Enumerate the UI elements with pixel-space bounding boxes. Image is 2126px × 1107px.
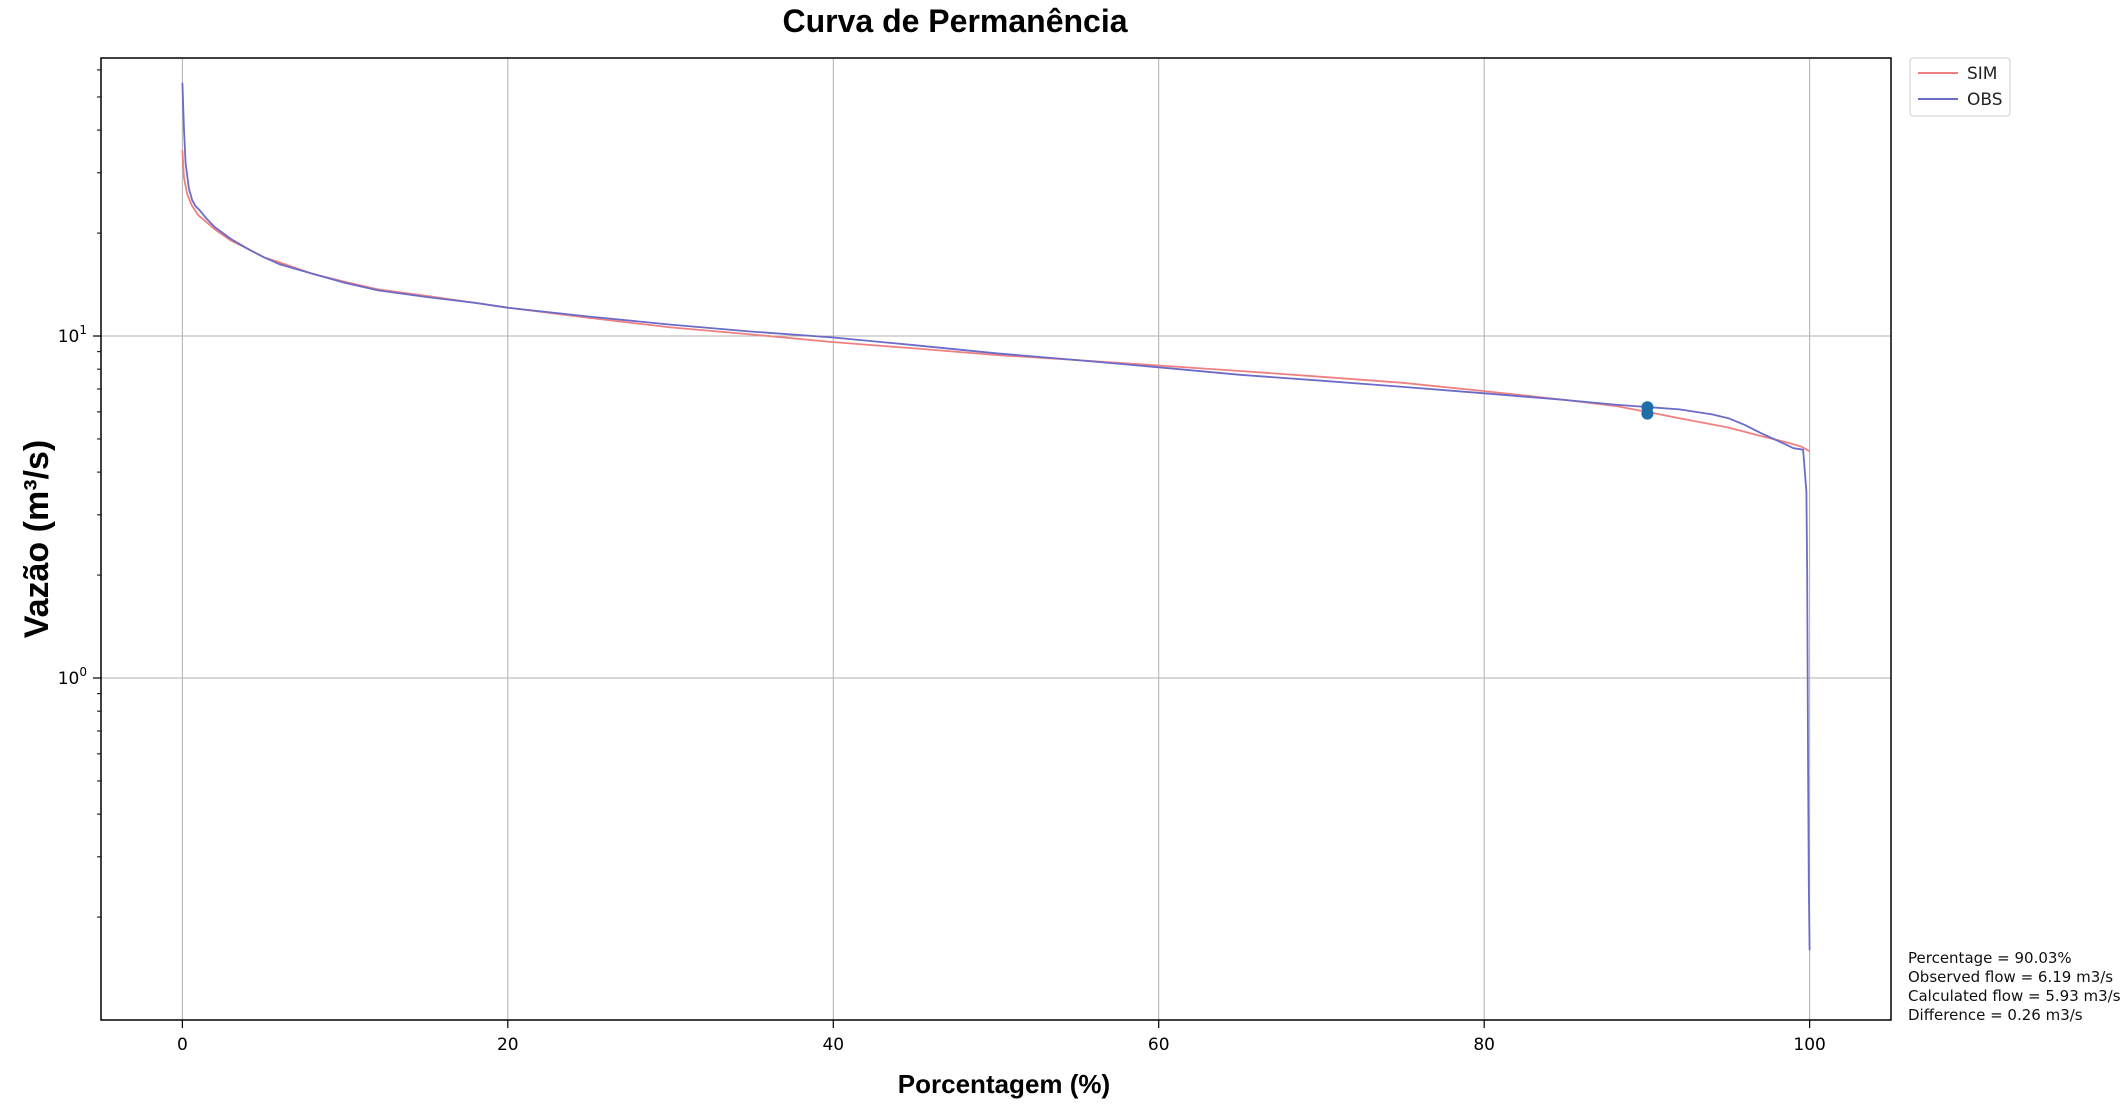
x-tick-label: 80 [1473,1035,1495,1055]
y-tick-label: 101 [58,323,87,347]
chart-title: Curva de Permanência [782,3,1127,39]
info-calculated-flow: Calculated flow = 5.93 m3/s [1908,987,2121,1005]
x-axis-label: Porcentagem (%) [898,1069,1110,1099]
grid-lines [101,58,1891,1020]
x-tick-label: 40 [822,1035,844,1055]
y-tick-label: 100 [58,665,87,689]
y-axis-label: Vazão (m³/s) [18,440,56,638]
x-tick-label: 0 [177,1035,188,1055]
x-tick-label: 20 [497,1035,519,1055]
info-difference: Difference = 0.26 m3/s [1908,1006,2083,1024]
markers [1641,401,1654,420]
x-tick-label: 100 [1793,1035,1825,1055]
marker-calculated [1641,407,1654,420]
x-tick-label: 60 [1148,1035,1170,1055]
legend: SIM OBS [1909,57,2011,117]
plot-frame [100,57,1892,1021]
info-observed-flow: Observed flow = 6.19 m3/s [1908,968,2113,986]
x-axis-ticks: 0 20 40 60 80 100 [177,1020,1826,1055]
series-line-obs [181,82,1811,951]
series-lines [181,82,1811,951]
info-percentage: Percentage = 90.03% [1908,949,2072,967]
legend-label-sim: SIM [1967,64,1997,84]
legend-label-obs: OBS [1967,90,2003,110]
y-axis-ticks: 100 101 [58,69,101,918]
series-line-sim [181,149,1811,453]
info-annotation: Percentage = 90.03% Observed flow = 6.19… [1908,949,2121,1024]
